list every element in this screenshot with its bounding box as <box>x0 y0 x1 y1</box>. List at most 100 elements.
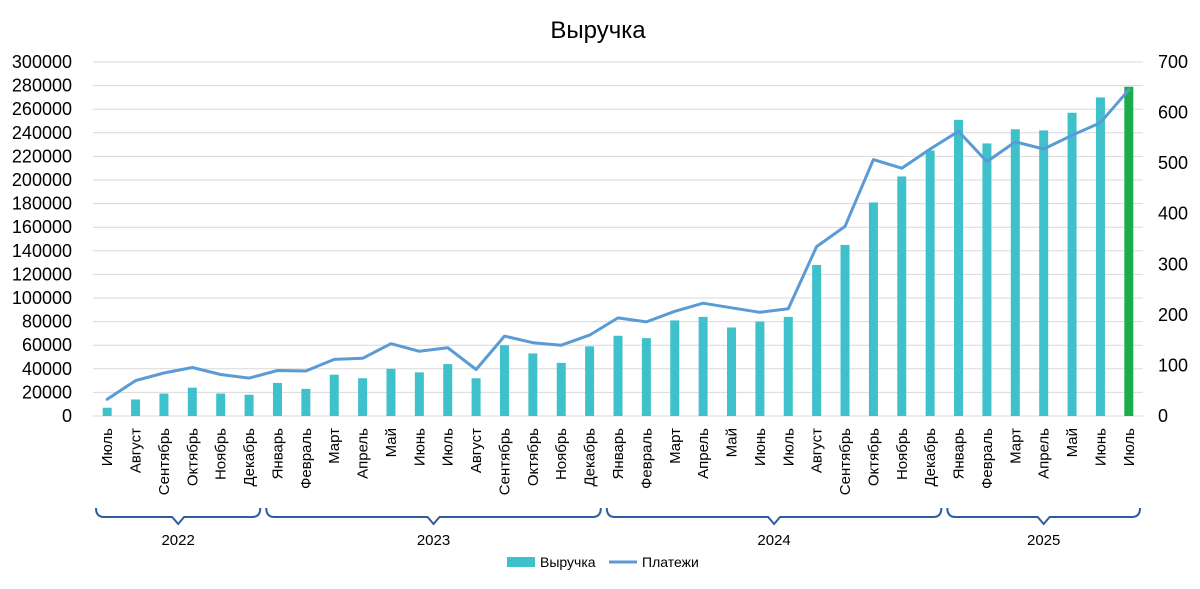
payments-line-group <box>105 88 1131 401</box>
revenue-bar <box>925 150 935 416</box>
x-tick-label: Январь <box>269 428 286 480</box>
x-tick-label: Декабрь <box>582 428 599 487</box>
y-left-tick-label: 280000 <box>12 76 72 96</box>
y-right-tick-label: 400 <box>1158 204 1188 224</box>
revenue-bar <box>1095 97 1105 417</box>
revenue-bar <box>1067 112 1077 417</box>
x-tick-label: Ноябрь <box>553 428 570 480</box>
x-tick-label: Февраль <box>979 428 996 489</box>
revenue-bar <box>1010 129 1020 416</box>
y-right-tick-label: 300 <box>1158 254 1188 274</box>
revenue-bar <box>528 353 538 416</box>
y-left-tick-label: 0 <box>62 406 72 426</box>
x-tick-label: Февраль <box>638 428 655 489</box>
revenue-bar <box>868 202 878 416</box>
y-left-tick-label: 140000 <box>12 241 72 261</box>
y-left-tick-label: 20000 <box>22 382 72 402</box>
x-tick-label: Июль <box>780 428 797 466</box>
revenue-bar <box>812 264 822 416</box>
x-tick-label: Август <box>809 428 826 473</box>
x-tick-label: Май <box>724 428 741 457</box>
year-bracket <box>946 507 1141 526</box>
x-tick-label: Июль <box>99 428 116 466</box>
x-tick-label: Октябрь <box>525 428 542 486</box>
y-left-tick-label: 60000 <box>22 335 72 355</box>
y-right-tick-label: 700 <box>1158 52 1188 72</box>
revenue-bar <box>301 388 311 416</box>
revenue-bar <box>727 327 737 416</box>
revenue-bar <box>471 378 481 416</box>
y-right-tick-label: 600 <box>1158 103 1188 123</box>
revenue-bar <box>840 244 850 416</box>
y-left-tick-label: 120000 <box>12 264 72 284</box>
revenue-bar <box>272 382 282 416</box>
x-tick-label: Январь <box>610 428 627 480</box>
revenue-bar <box>556 362 566 416</box>
legend-revenue-label: Выручка <box>540 554 596 570</box>
y-left-tick-label: 200000 <box>12 170 72 190</box>
x-tick-label: Май <box>383 428 400 457</box>
left-y-axis: 3000002800002600002400002200002000001800… <box>12 52 72 426</box>
y-left-tick-label: 160000 <box>12 217 72 237</box>
revenue-bar <box>131 399 141 416</box>
revenue-bar <box>641 338 651 416</box>
x-tick-label: Январь <box>951 428 968 480</box>
x-tick-label: Апрель <box>1036 428 1053 479</box>
revenue-bar <box>244 394 254 416</box>
y-right-tick-label: 200 <box>1158 305 1188 325</box>
x-tick-label: Декабрь <box>922 428 939 487</box>
revenue-bar <box>783 316 793 416</box>
x-tick-label: Октябрь <box>865 428 882 486</box>
y-right-tick-label: 500 <box>1158 153 1188 173</box>
y-right-tick-label: 0 <box>1158 406 1168 426</box>
y-right-tick-label: 100 <box>1158 355 1188 375</box>
revenue-bar <box>613 335 623 416</box>
x-tick-label: Ноябрь <box>894 428 911 480</box>
y-left-tick-label: 260000 <box>12 99 72 119</box>
revenue-bar <box>982 143 992 417</box>
legend: Выручка Платежи <box>507 554 699 570</box>
revenue-bar <box>755 321 765 416</box>
revenue-bar <box>386 368 396 416</box>
x-tick-label: Май <box>1064 428 1081 457</box>
year-label: 2022 <box>161 532 194 549</box>
x-tick-label: Август <box>468 428 485 473</box>
x-tick-label: Октябрь <box>184 428 201 486</box>
x-tick-label: Июнь <box>1092 428 1109 466</box>
revenue-bar <box>358 378 368 416</box>
x-tick-label: Март <box>1007 428 1024 464</box>
x-tick-label: Сентябрь <box>837 428 854 495</box>
y-left-tick-label: 180000 <box>12 194 72 214</box>
x-axis-month-labels: Июль Август Сентябрь Октябрь Ноябрь Декабрь Ян… <box>99 428 1138 495</box>
year-bracket <box>605 507 943 526</box>
revenue-bar <box>897 176 907 416</box>
y-left-tick-label: 240000 <box>12 123 72 143</box>
revenue-bar <box>329 374 339 416</box>
x-axis-year-groups: 2022 2023 2024 2025 <box>95 507 1141 549</box>
year-label: 2025 <box>1027 532 1060 549</box>
revenue-bar <box>443 364 453 416</box>
x-tick-label: Март <box>326 428 343 464</box>
year-label: 2024 <box>757 532 790 549</box>
legend-revenue-swatch <box>507 557 535 567</box>
y-left-tick-label: 300000 <box>12 52 72 72</box>
legend-payments-label: Платежи <box>642 554 699 570</box>
y-left-tick-label: 100000 <box>12 288 72 308</box>
y-left-tick-label: 220000 <box>12 146 72 166</box>
revenue-bar <box>585 346 595 416</box>
y-left-tick-label: 40000 <box>22 359 72 379</box>
revenue-bar <box>670 320 680 416</box>
x-tick-label: Август <box>128 428 145 473</box>
revenue-bar <box>187 387 197 416</box>
x-tick-label: Июнь <box>411 428 428 466</box>
x-tick-label: Сентябрь <box>496 428 513 495</box>
x-tick-label: Апрель <box>355 428 372 479</box>
x-tick-label: Февраль <box>298 428 315 489</box>
revenue-bar <box>698 316 708 416</box>
x-tick-label: Ноябрь <box>213 428 230 480</box>
year-label: 2023 <box>417 532 450 549</box>
revenue-bar <box>954 119 964 416</box>
revenue-bar <box>159 393 169 416</box>
